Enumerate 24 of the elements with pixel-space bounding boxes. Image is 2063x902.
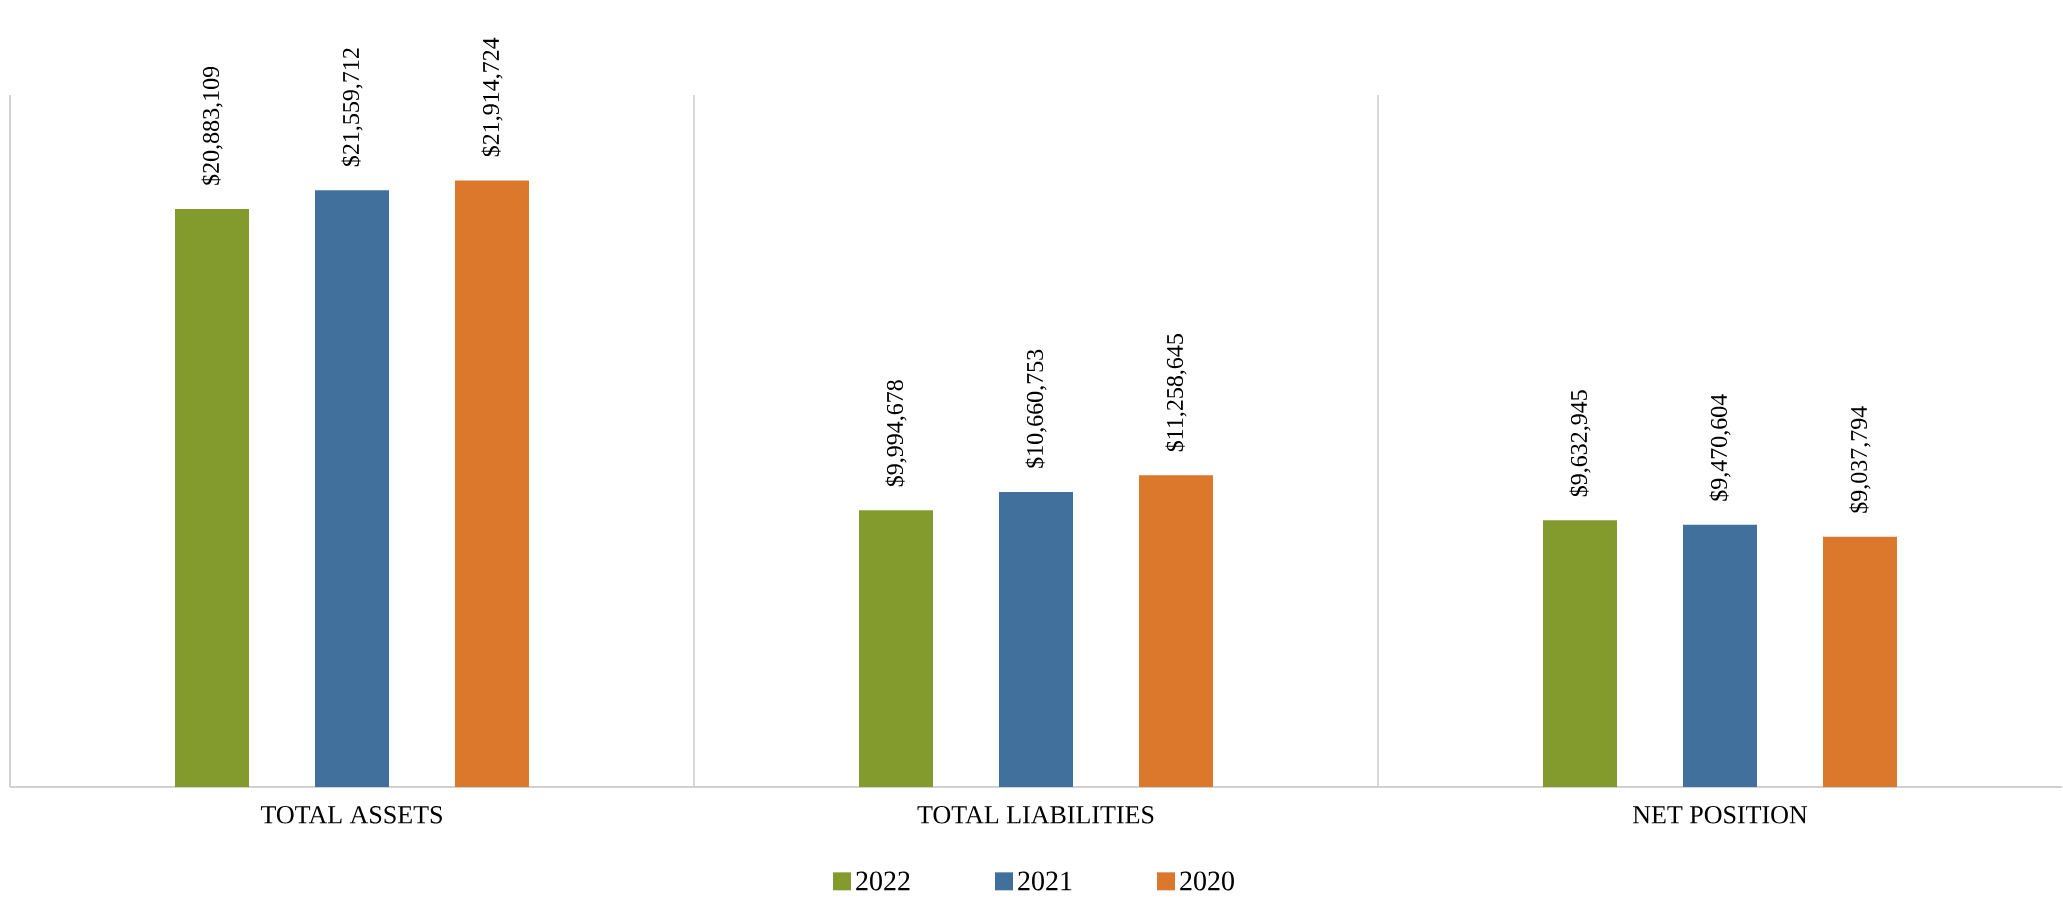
data-label: $21,914,724 (481, 37, 503, 157)
bar (1822, 536, 1897, 787)
legend-label: 2021 (1018, 871, 1072, 891)
bar (175, 208, 250, 787)
bar (455, 180, 529, 787)
data-label: $10,660,753 (1025, 349, 1047, 468)
x-tick-label: NET POSITION (1632, 806, 1808, 824)
legend-label: 2022 (856, 871, 910, 891)
x-tick-label: TOTAL LIABILITIES (917, 806, 1154, 824)
data-label: $20,883,109 (201, 66, 223, 185)
bar (1138, 475, 1213, 787)
bar (1542, 520, 1617, 787)
bar (859, 510, 933, 787)
bar (998, 491, 1073, 787)
data-label: $11,258,645 (1165, 334, 1187, 452)
data-label: $21,559,712 (341, 48, 363, 167)
data-label: $9,632,945 (1569, 390, 1591, 497)
data-label: $9,994,678 (885, 380, 907, 487)
data-label: $9,037,794 (1849, 406, 1871, 513)
data-label: $9,470,604 (1709, 394, 1731, 501)
bar (315, 190, 389, 787)
bar (1682, 524, 1757, 787)
legend-label: 2020 (1180, 871, 1234, 891)
x-tick-label: TOTAL ASSETS (260, 806, 442, 824)
